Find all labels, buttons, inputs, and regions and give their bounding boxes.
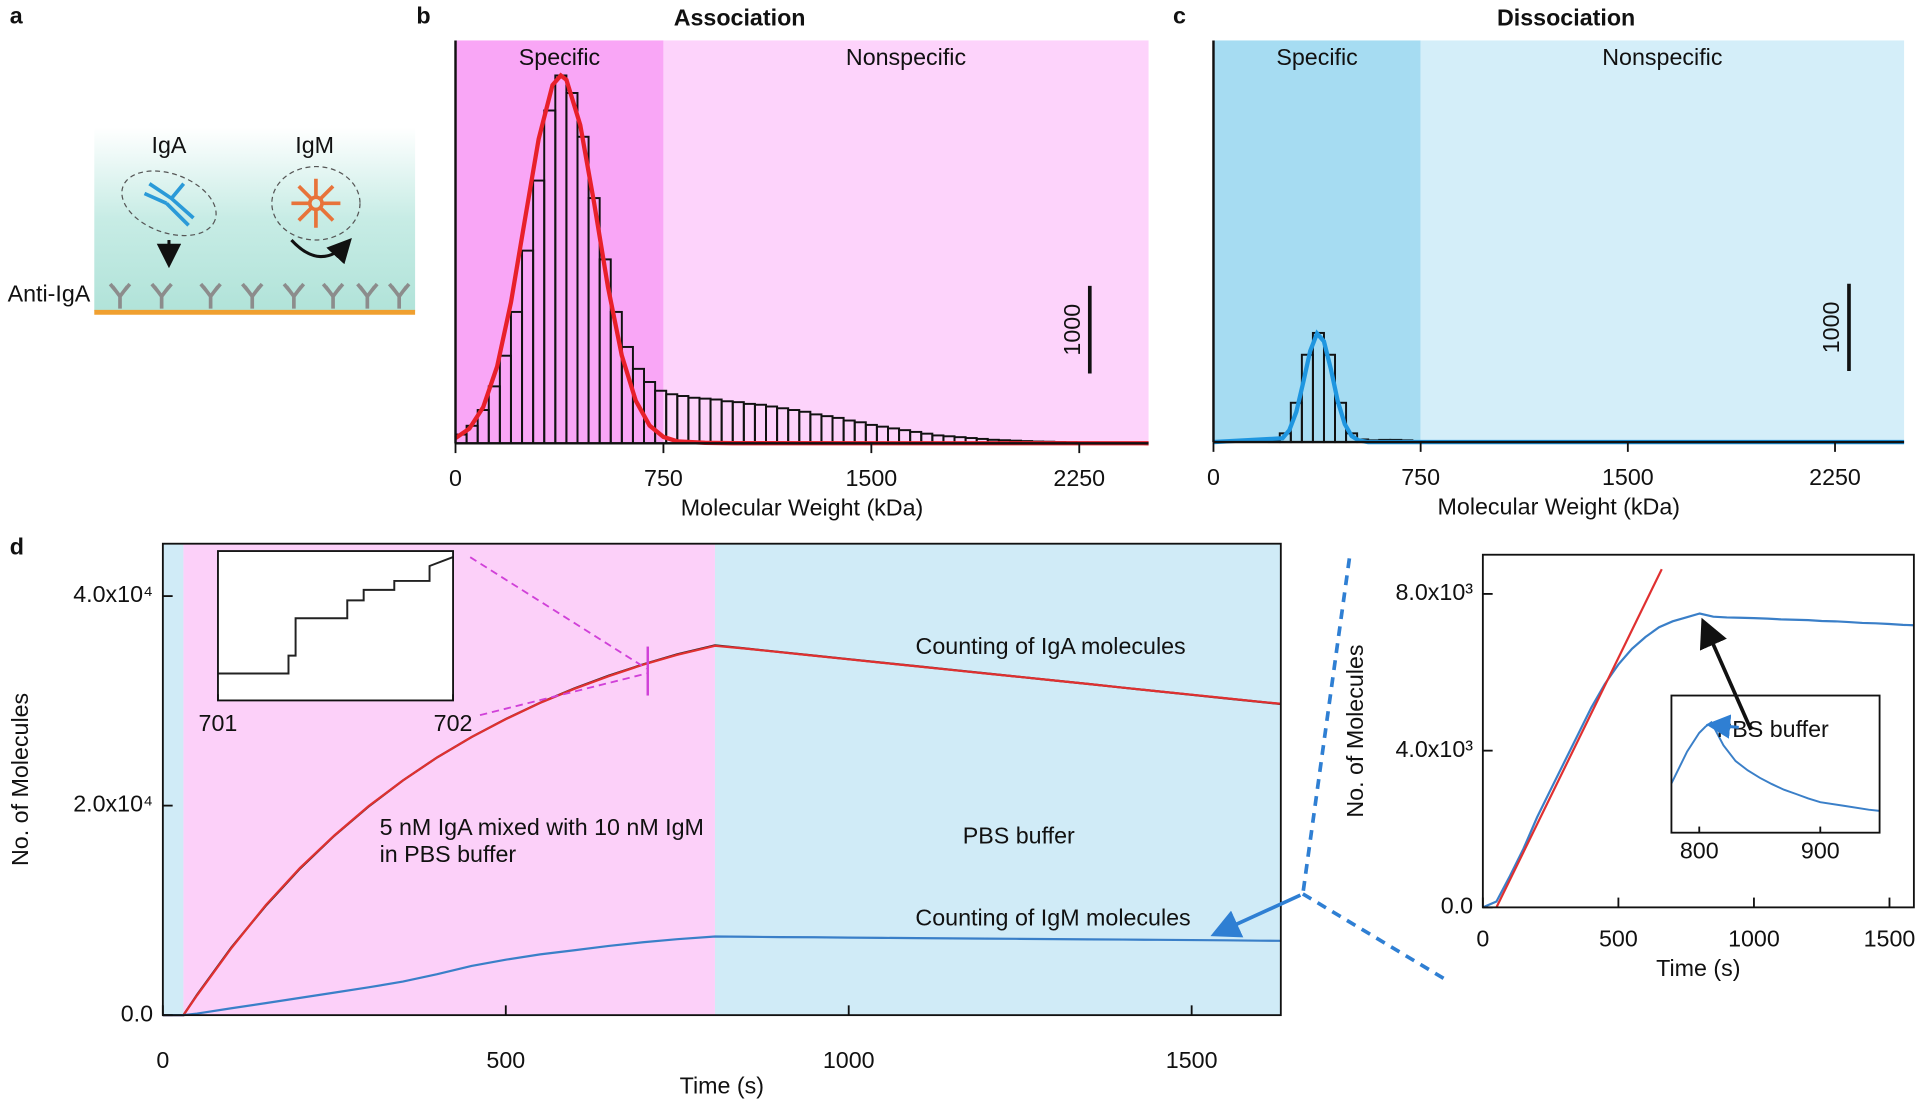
arrow (290, 237, 352, 265)
x-tick-label: 0 (449, 465, 462, 491)
region (663, 40, 1149, 444)
chart-panel: 0 500 1000 1500 0.0 2.0x10⁴ 4.0x10⁴ Time (s) No.… (7, 542, 1282, 1099)
x-tick-label: 900 (1801, 837, 1840, 863)
iga-halo (121, 170, 217, 237)
axes-frame (1670, 694, 1881, 834)
x-tick-label: 0 (1207, 464, 1220, 490)
y-tick-label: 0.0 (121, 1000, 153, 1026)
x-tick-label: 702 (434, 710, 473, 736)
x-tick-label: 500 (1599, 926, 1638, 952)
x-tick-label: 1500 (1166, 1047, 1218, 1073)
data-line (1495, 568, 1663, 908)
region (1213, 40, 1421, 443)
zoom-lines (469, 556, 1753, 984)
x-axis-label: Time (s) (680, 1073, 764, 1099)
scale-bar-label: 1000 (1059, 304, 1085, 356)
annotation: Counting of IgM molecules (915, 905, 1190, 931)
y-tick-label: 4.0x10³ (1395, 736, 1473, 762)
axes-frame (217, 550, 454, 702)
x-tick-label: 701 (199, 710, 238, 736)
data-line (217, 556, 454, 675)
region-label: Specific (519, 44, 601, 70)
diagram-label: IgA (152, 132, 187, 158)
y-tick-label: 4.0x10⁴ (73, 581, 153, 607)
x-tick-label: 1500 (845, 465, 897, 491)
region (714, 543, 1281, 1016)
x-axis-label: Molecular Weight (kDa) (681, 495, 923, 521)
region-label: Nonspecific (846, 44, 967, 70)
panel-label: d (10, 534, 24, 560)
panel-label: b (416, 2, 430, 28)
scale-bar-label: 1000 (1818, 301, 1844, 353)
panel-label: a (10, 2, 24, 28)
annotation: Counting of IgA molecules (916, 633, 1186, 659)
data-line (162, 935, 1281, 1017)
region-label: Nonspecific (1602, 44, 1723, 70)
x-tick-label: 1000 (1728, 926, 1780, 952)
y-axis-label: No. of Molecules (1342, 644, 1368, 817)
x-tick-label: 800 (1680, 837, 1719, 863)
chart-panel: Specific Nonspecific 1000 0 750 1500 2250 Disso… (1207, 5, 1905, 519)
charts: Specific Nonspecific 1000 0 750 1500 2250 Assoc… (7, 5, 1915, 1099)
data-line (162, 644, 1281, 1017)
panel-label: c (1173, 2, 1186, 28)
chart-panel: 0 500 1000 1500 0.0 4.0x10³ 8.0x10³ Time (s) No.… (1342, 553, 1916, 981)
chart-title: Dissociation (1497, 5, 1635, 31)
x-tick-label: 750 (644, 465, 683, 491)
y-tick-label: 8.0x10³ (1395, 579, 1473, 605)
y-axis-label: No. of Molecules (7, 693, 33, 866)
chart-title: Association (674, 5, 806, 31)
axes-frame (161, 542, 1282, 1017)
x-axis-label: Time (s) (1656, 955, 1740, 981)
x-axis-label: Molecular Weight (kDa) (1438, 493, 1680, 519)
annotation: 5 nM IgA mixed with 10 nM IgM (380, 814, 704, 840)
data-line (1670, 720, 1880, 812)
x-tick-label: 0 (156, 1047, 169, 1073)
igm-icon (291, 178, 341, 228)
iga-icon (143, 182, 195, 227)
annotation: PBS buffer (1717, 716, 1829, 742)
diagram-label: Anti-IgA (8, 280, 91, 306)
fit-curve (454, 72, 1149, 446)
annotation: in PBS buffer (380, 841, 517, 867)
x-tick-label: 2250 (1809, 464, 1861, 490)
x-tick-label: 750 (1401, 464, 1440, 490)
x-tick-label: 1500 (1602, 464, 1654, 490)
x-tick-label: 0 (1476, 926, 1489, 952)
x-tick-label: 500 (486, 1047, 525, 1073)
chart-panel: 800 900 PBS buffer (1670, 694, 1881, 863)
x-tick-label: 1500 (1864, 926, 1916, 952)
axes-frame (1481, 553, 1915, 909)
chart-panel: 701 702 (199, 550, 473, 736)
fit-curve (1213, 329, 1905, 445)
y-tick-label: 0.0 (1441, 893, 1473, 919)
diagram-label: IgM (295, 132, 334, 158)
y-tick-label: 2.0x10⁴ (73, 791, 153, 817)
annotation: PBS buffer (963, 823, 1075, 849)
chart-panel: Specific Nonspecific 1000 0 750 1500 2250 Assoc… (449, 5, 1149, 521)
region-label: Specific (1276, 44, 1358, 70)
inset-background (217, 551, 454, 701)
solution (94, 127, 416, 312)
region (1420, 40, 1905, 443)
x-tick-label: 1000 (823, 1047, 875, 1073)
x-tick-label: 2250 (1053, 465, 1105, 491)
igm-halo (271, 165, 361, 241)
data-line (1482, 612, 1914, 909)
region (162, 543, 184, 1016)
diagram: IgA IgM Anti-IgA (8, 127, 416, 315)
